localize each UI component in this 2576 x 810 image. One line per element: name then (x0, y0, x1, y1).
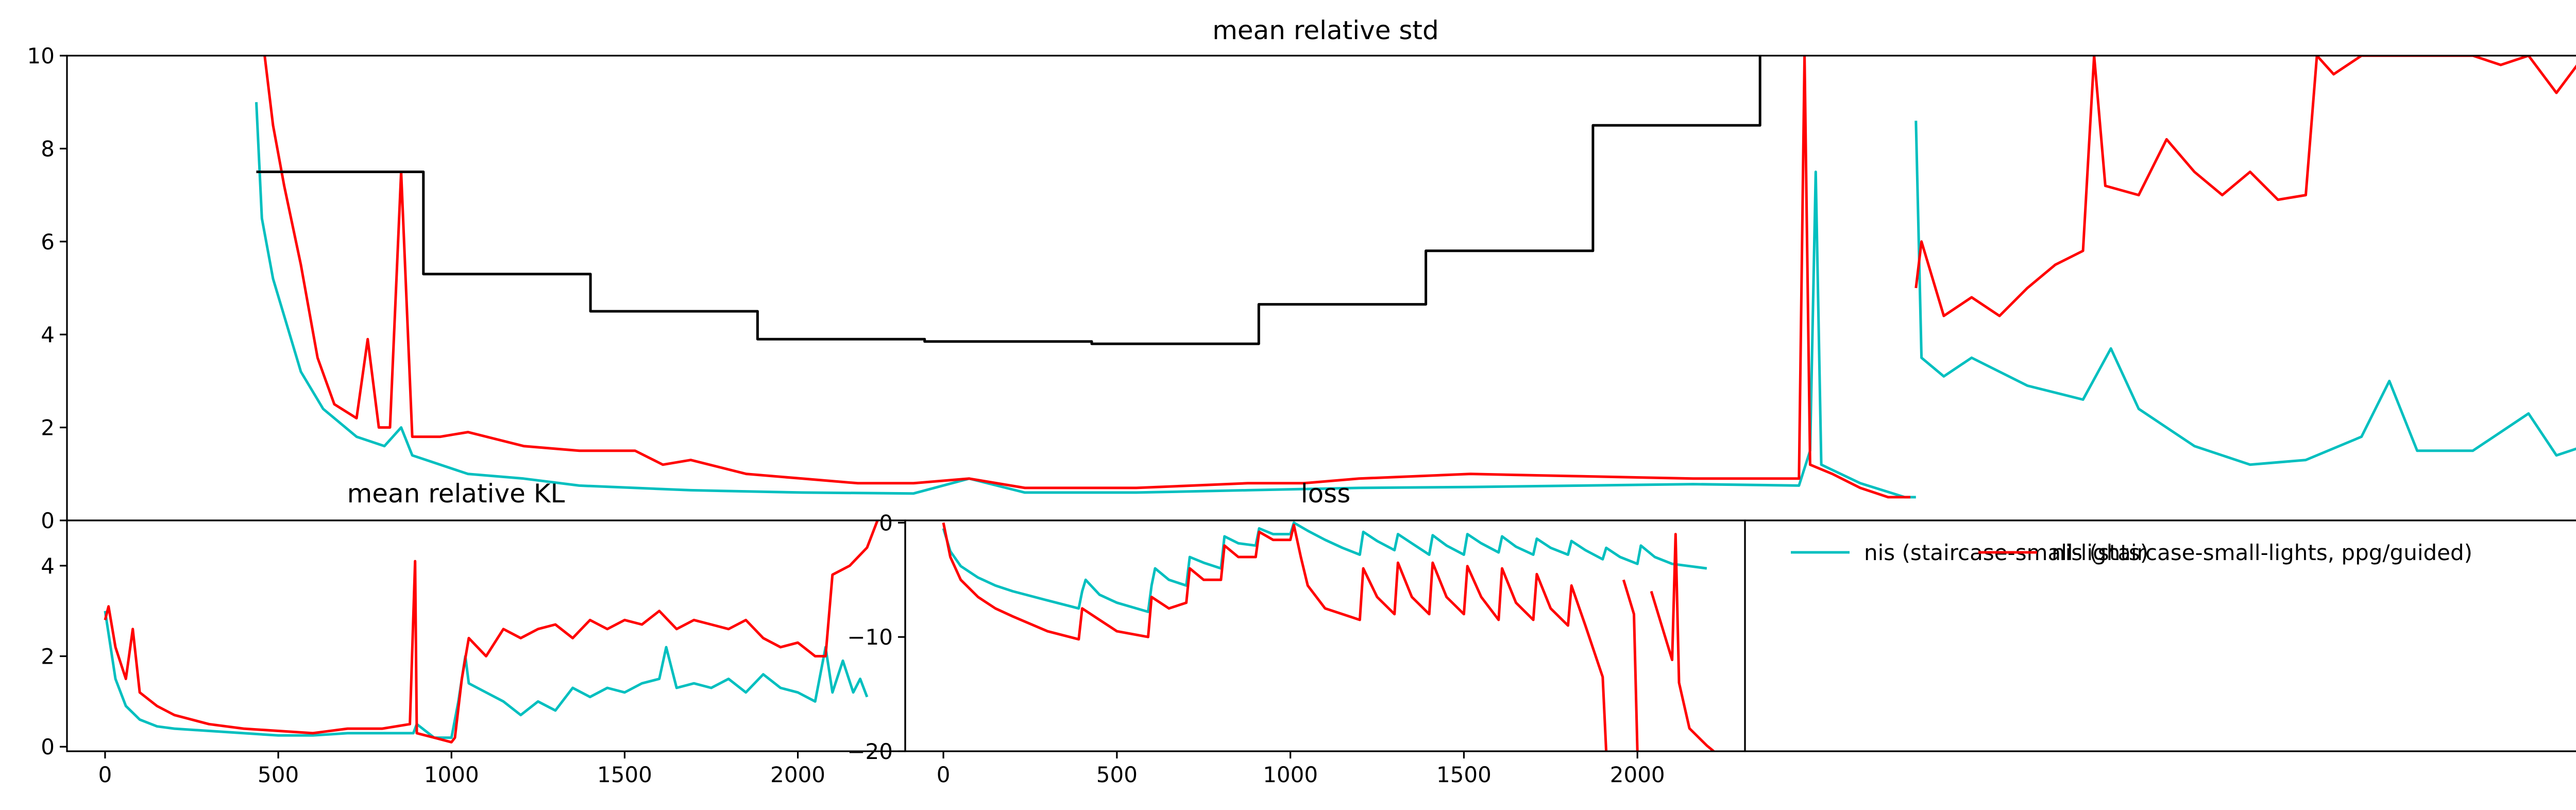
std-ytick-label-1: 2 (41, 415, 55, 441)
loss-xtick-label-0: 0 (937, 762, 951, 787)
std-ytick-label-3: 6 (41, 229, 55, 255)
kl-xtick-label-3: 1500 (597, 762, 652, 787)
kl-xtick-label-1: 500 (258, 762, 299, 787)
kl-series-0-line-0 (104, 611, 869, 739)
kl-title: mean relative KL (347, 479, 565, 509)
std-series-0-line-0 (255, 102, 1916, 499)
std-series (255, 56, 2576, 499)
loss-series-0-line-0 (942, 521, 1707, 613)
kl-xtick-label-4: 2000 (770, 762, 825, 787)
loss-xtick-label-1: 500 (1096, 762, 1138, 787)
std-series-2-line-0 (256, 56, 1761, 345)
loss-ytick-label-2: −20 (847, 739, 893, 764)
std-y-axis: 0 2 4 6 8 10 (27, 43, 67, 533)
loss-ytick-label-1: −10 (847, 625, 893, 650)
std-ytick-label-5: 10 (27, 43, 55, 69)
kl-ytick-label-2: 4 (41, 553, 55, 579)
loss-series-1-line-1 (1622, 579, 1639, 751)
kl-ytick-label-0: 0 (41, 734, 55, 760)
std-ytick-label-2: 4 (41, 322, 55, 347)
kl-plot-area (104, 520, 879, 744)
loss-xtick-label-2: 1000 (1263, 762, 1318, 787)
loss-axes-ticks: 0 −10 −20 0 500 1000 1500 2000 (847, 510, 1665, 787)
kl-axes-ticks: 0 2 4 0 500 1000 1500 2000 (41, 553, 825, 787)
std-series-1-line-0 (263, 56, 1910, 499)
loss-ytick-label-0: 0 (879, 510, 893, 535)
kl-series-1-line-0 (104, 520, 879, 744)
loss-series-1-line-2 (1650, 533, 1715, 751)
kl-ytick-label-1: 2 (41, 644, 55, 669)
legend-panel-frame (1744, 519, 2576, 752)
std-ytick-label-0: 0 (41, 508, 55, 533)
legend-panel: nis (staircase-small-lights) nis (stairc… (1744, 519, 2576, 752)
legend: nis (staircase-small-lights) nis (stairc… (1791, 540, 2472, 565)
loss-plot-area (942, 521, 1715, 751)
std-title: mean relative std (1212, 15, 1439, 45)
loss-xtick-label-4: 2000 (1610, 762, 1665, 787)
std-series-1-line-1 (1914, 56, 2576, 317)
axes-mean-relative-kl: mean relative KL 0 2 4 0 500 1000 1500 2000 (41, 479, 906, 787)
loss-title: loss (1301, 479, 1351, 509)
kl-xtick-label-2: 1000 (424, 762, 479, 787)
loss-xtick-label-3: 1500 (1436, 762, 1492, 787)
kl-xtick-label-0: 0 (98, 762, 112, 787)
loss-series-1-line-0 (942, 522, 1608, 751)
std-ytick-label-4: 8 (41, 136, 55, 161)
legend-label-nis-ppg-guided: nis (staircase-small-lights, ppg/guided) (2052, 540, 2472, 565)
std-plot-area (255, 56, 2576, 499)
axes-mean-relative-std: mean relative std 0 2 4 6 8 10 (27, 15, 2576, 533)
std-series-0-line-1 (1914, 121, 2576, 466)
kl-series (104, 520, 879, 744)
loss-series (942, 521, 1715, 751)
